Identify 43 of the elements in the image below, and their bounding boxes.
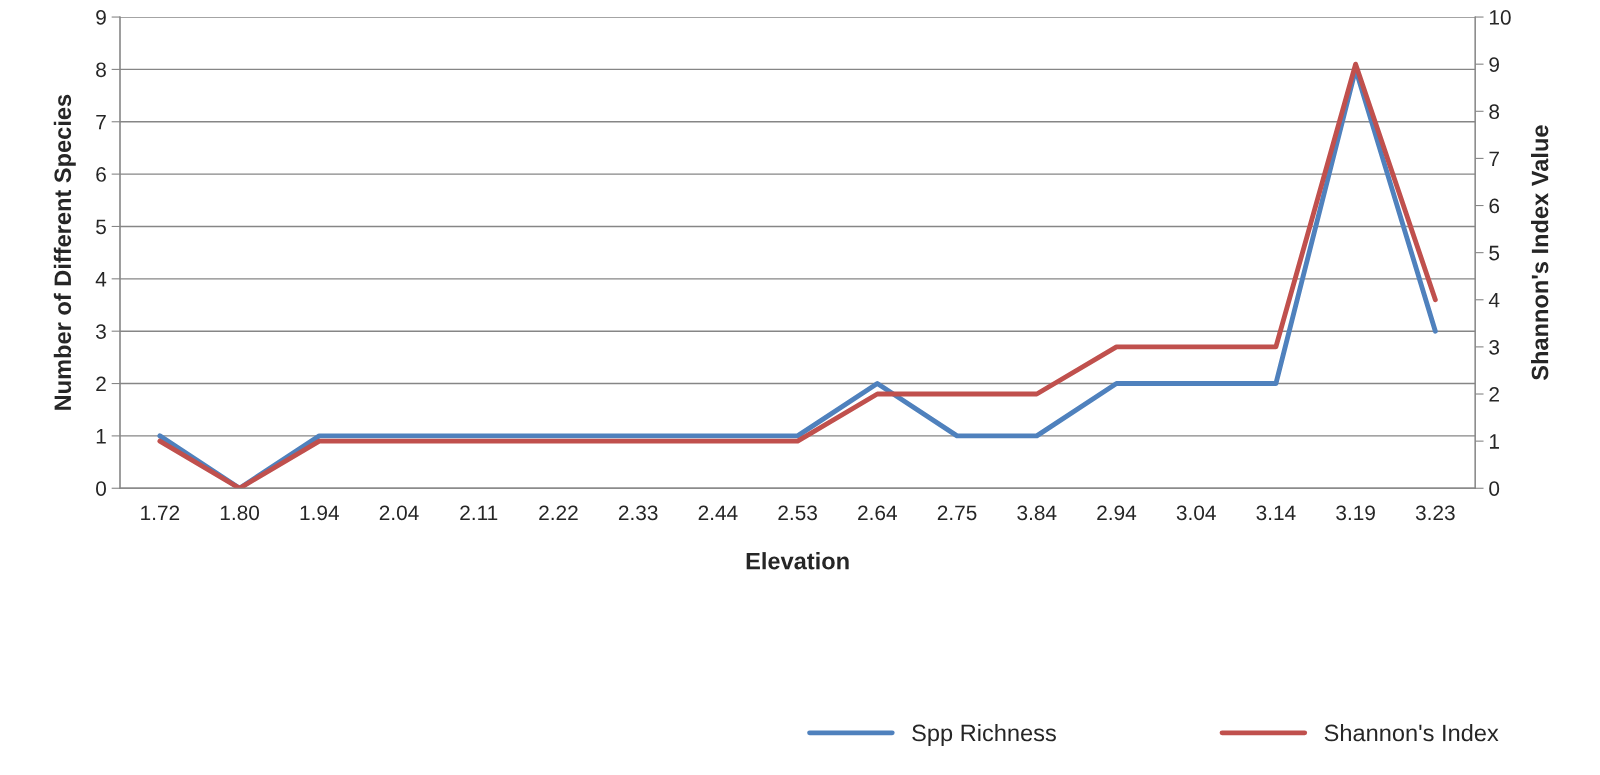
x-tick-label: 2.11 [460,505,498,521]
y2-tick-label: 8 [1489,104,1500,120]
y2-tick-label: 0 [1489,481,1500,496]
x-tick-label: 3.19 [1336,505,1375,521]
y-tick-label: 1 [96,429,106,444]
x-tick-label: 1.80 [220,505,260,521]
y2-tick-label: 3 [1489,339,1500,355]
x-tick-label: 1.72 [141,505,180,521]
y-tick-label: 7 [96,114,106,130]
x-axis-title: Elevation [746,552,849,570]
y-tick-label: 6 [96,167,106,182]
y2-tick-label: 5 [1489,245,1500,261]
y2-tick-label: 6 [1489,198,1500,214]
x-tick-label: 2.64 [858,505,897,521]
x-tick-label: 3.14 [1256,505,1296,521]
y2-tick-label: 2 [1489,387,1499,402]
x-tick-label: 3.84 [1017,505,1057,521]
x-tick-label: 2.75 [937,505,977,521]
legend-label: Shannon's Index [1324,723,1499,742]
y-tick-label: 3 [96,324,106,339]
y-axis-title: Number of Different Species [53,94,76,410]
x-tick-label: 2.04 [379,505,419,521]
y-tick-label: 9 [96,10,106,25]
y2-tick-label: 4 [1488,292,1500,308]
y-tick-label: 5 [96,219,106,235]
x-tick-label: 1.94 [300,505,339,521]
y-tick-label: 4 [95,272,107,287]
x-tick-label: 3.04 [1176,505,1216,521]
y-tick-label: 8 [96,62,106,78]
y2-tick-label: 1 [1489,434,1499,449]
x-tick-label: 2.53 [778,505,817,521]
x-tick-label: 2.94 [1097,505,1137,521]
y-tick-label: 2 [96,376,106,392]
y2-tick-label: 10 [1489,10,1511,25]
x-tick-label: 2.22 [539,505,578,521]
y2-axis-title: Shannon's Index Value [1531,125,1549,381]
y-tick-label: 0 [96,481,106,496]
x-tick-label: 2.44 [698,505,738,521]
y2-tick-label: 7 [1489,151,1499,166]
y2-tick-label: 9 [1489,57,1499,72]
x-tick-label: 2.33 [618,505,658,521]
legend-label: Spp Richness [912,723,1056,746]
x-tick-label: 3.23 [1415,505,1455,521]
